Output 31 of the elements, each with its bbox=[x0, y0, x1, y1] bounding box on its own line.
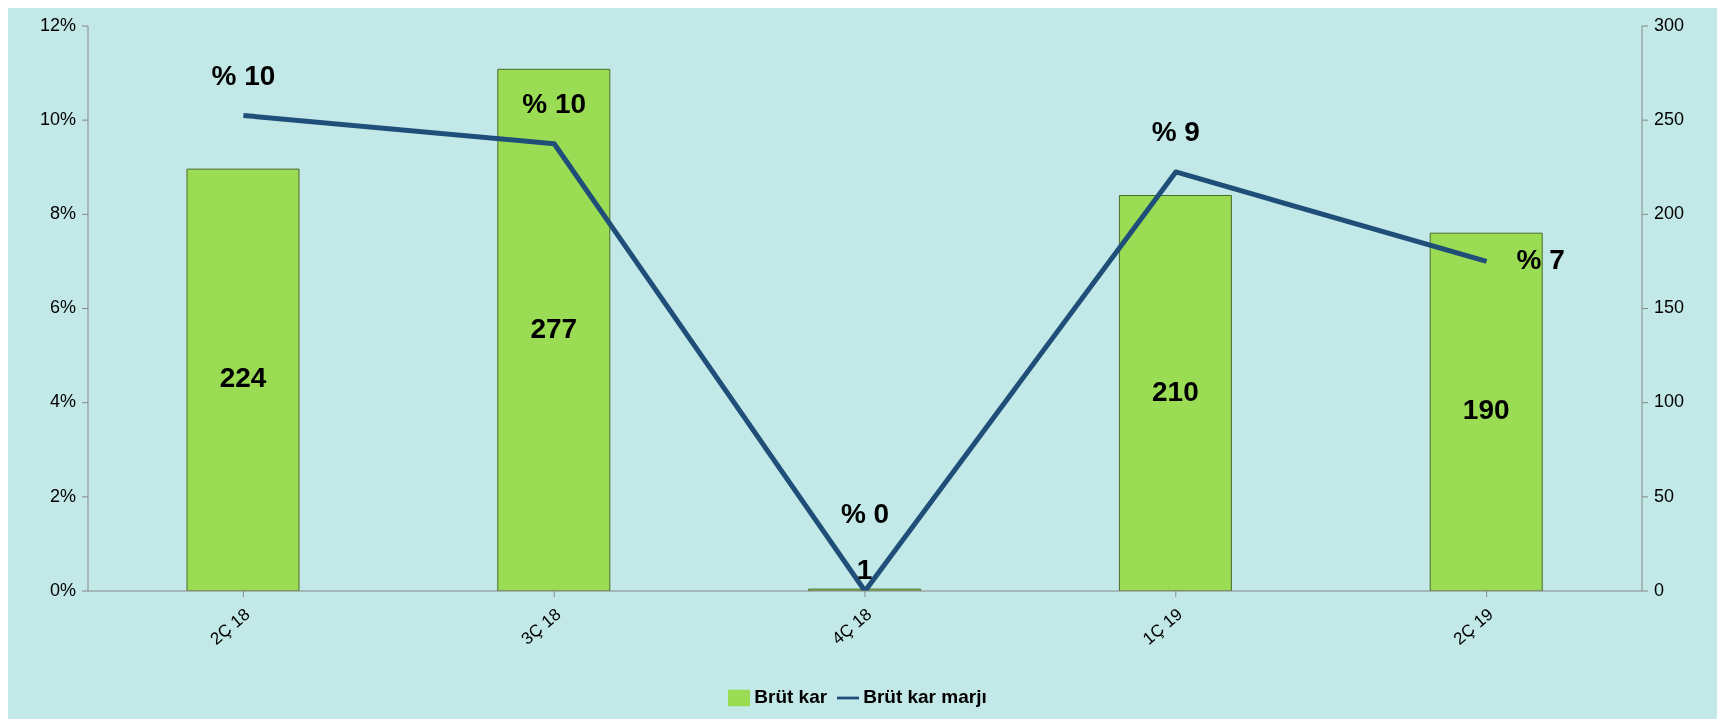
data-label: 277 bbox=[530, 312, 578, 344]
x-tick-label: 1Ç 19 bbox=[1139, 604, 1187, 649]
data-label: % 10 bbox=[211, 59, 276, 91]
y-tick-label: 8% bbox=[49, 203, 76, 224]
y2-tick-label: 300 bbox=[1654, 14, 1685, 35]
y2-tick-label: 50 bbox=[1654, 485, 1675, 506]
legend-label: Brüt kar bbox=[754, 686, 828, 708]
data-label: % 0 bbox=[840, 498, 890, 530]
data-label: % 10 bbox=[522, 88, 587, 120]
y-tick-label: 10% bbox=[39, 108, 76, 129]
data-label: % 9 bbox=[1151, 116, 1200, 148]
y-tick-label: 4% bbox=[49, 391, 76, 412]
x-tick-label: 2Ç 19 bbox=[1449, 604, 1497, 649]
y2-tick-label: 250 bbox=[1654, 108, 1685, 129]
y2-tick-label: 0 bbox=[1654, 579, 1665, 600]
y2-tick-label: 150 bbox=[1654, 297, 1685, 318]
y-tick-label: 2% bbox=[49, 485, 76, 506]
y2-tick-label: 200 bbox=[1654, 203, 1685, 224]
data-label: 210 bbox=[1152, 375, 1199, 407]
data-label: % 7 bbox=[1516, 243, 1565, 275]
legend-label: Brüt kar marjı bbox=[863, 686, 987, 708]
x-tick-label: 2Ç 18 bbox=[206, 604, 254, 649]
data-label: 224 bbox=[219, 362, 267, 394]
x-tick-label: 3Ç 18 bbox=[517, 604, 565, 649]
x-tick-label: 4Ç 18 bbox=[828, 604, 876, 649]
data-label: 190 bbox=[1462, 394, 1510, 426]
y-tick-label: 6% bbox=[49, 297, 76, 318]
y-tick-label: 12% bbox=[39, 14, 76, 35]
y-tick-label: 0% bbox=[49, 579, 76, 600]
y2-tick-label: 100 bbox=[1654, 391, 1685, 412]
data-label: 1 bbox=[856, 553, 873, 585]
